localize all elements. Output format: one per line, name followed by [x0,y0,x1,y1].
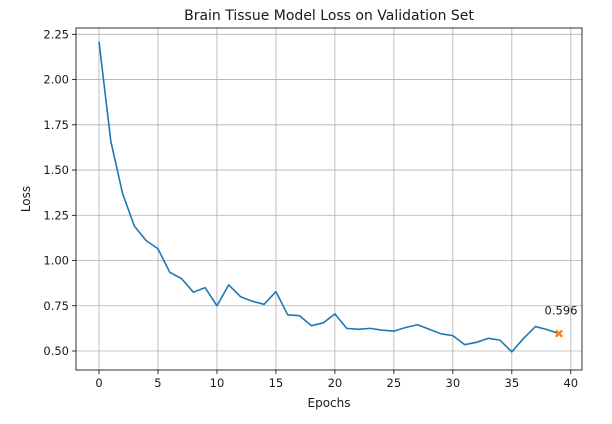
x-tick-label: 15 [269,376,284,390]
y-tick-label: 2.25 [43,27,69,41]
x-tick-label: 10 [210,376,225,390]
y-tick-label: 2.00 [43,73,69,87]
final-loss-marker [554,329,564,338]
x-tick-label: 20 [328,376,343,390]
tick-layer: 0 5 10 15 20 25 30 35 40 0.50 0.75 1.00 1.25 1.50 1.75… [43,27,578,390]
y-tick-label: 1.25 [43,208,69,222]
x-tick-label: 5 [154,376,161,390]
y-tick-label: 0.50 [43,344,69,358]
y-tick-label: 1.00 [43,254,69,268]
x-tick-label: 25 [387,376,402,390]
x-tick-label: 35 [505,376,520,390]
plot-frame [75,27,583,371]
x-tick-label: 30 [446,376,461,390]
y-tick-label: 1.50 [43,163,69,177]
y-axis-label: Loss [19,186,33,212]
grid-layer [76,28,582,370]
y-tick-label: 0.75 [43,299,69,313]
x-axis-label: Epochs [308,396,351,410]
x-tick-label: 0 [95,376,102,390]
chart-title: Brain Tissue Model Loss on Validation Se… [184,8,474,24]
series-layer [98,41,560,353]
final-loss-label: 0.596 [545,304,578,318]
y-tick-label: 1.75 [43,118,69,132]
annotation-layer: 0.596 [545,304,578,338]
loss-series-line [98,41,560,353]
x-tick-label: 40 [563,376,578,390]
